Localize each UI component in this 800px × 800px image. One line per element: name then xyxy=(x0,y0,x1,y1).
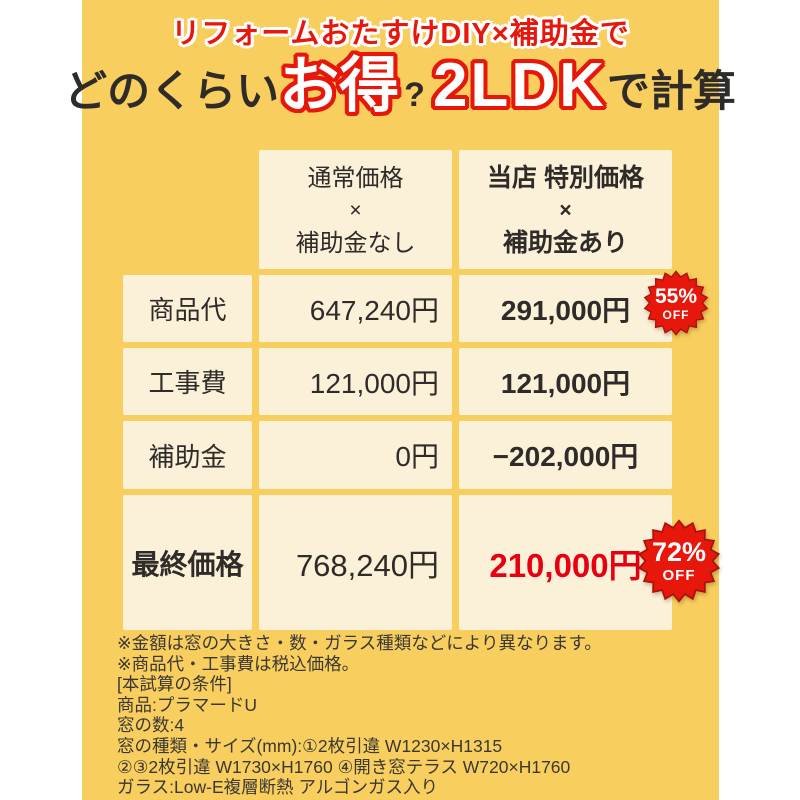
note-line: [本試算の条件] xyxy=(117,674,232,695)
special-price-product-cost: 291,000円 xyxy=(459,275,672,342)
headline-prefix: どのくらい xyxy=(64,68,280,116)
note-line: ※金額は窓の大きさ・数・ガラス種類などにより異なります。 xyxy=(117,633,602,653)
starburst-icon xyxy=(637,519,721,603)
normal-price-final: 768,240円 xyxy=(259,495,452,630)
column-header-normal-price: 通常価格 × 補助金なし xyxy=(259,150,452,269)
discount-badge-55-off: 55% OFF xyxy=(643,270,709,336)
column-header-special-price: 当店 特別価格 × 補助金あり xyxy=(459,150,672,269)
headline-question-mark: ? xyxy=(404,76,425,114)
headline-main: どのくらいお得? 2LDKで計算 xyxy=(0,52,800,136)
conditions-notes: ※金額は窓の大きさ・数・ガラス種類などにより異なります。 ※商品代・工事費は税込… xyxy=(117,633,707,798)
special-price-subsidy: −202,000円 xyxy=(459,421,672,489)
note-line: 窓の数:4 xyxy=(117,715,185,736)
column-header-line: 当店 特別価格 xyxy=(487,163,644,192)
special-price-final: 210,000円 xyxy=(459,495,672,630)
discount-badge-72-off: 72% OFF xyxy=(637,519,721,603)
note-line: ②③2枚引違 W1730×H1760 ④開き窓テラス W720×H1760 xyxy=(117,756,571,777)
note-line: ※商品代・工事費は税込価格。 xyxy=(117,653,360,674)
normal-price-subsidy: 0円 xyxy=(259,421,452,489)
headline-otoku-highlight: お得 xyxy=(279,52,400,119)
multiply-symbol: × xyxy=(559,198,572,222)
special-price-construction-cost: 121,000円 xyxy=(459,348,672,415)
column-header-line: 通常価格 xyxy=(307,164,404,192)
note-line: 窓の種類・サイズ(mm):①2枚引違 W1230×H1315 xyxy=(117,735,503,756)
column-header-line: 補助金なし xyxy=(295,229,416,257)
row-label-final-price: 最終価格 xyxy=(123,495,252,630)
column-header-line: 補助金あり xyxy=(502,228,628,257)
row-label-subsidy: 補助金 xyxy=(123,421,252,489)
multiply-symbol: × xyxy=(349,198,362,222)
normal-price-product-cost: 647,240円 xyxy=(259,275,452,342)
headline-suffix: で計算 xyxy=(606,68,736,116)
price-comparison-table: 通常価格 × 補助金なし 当店 特別価格 × 補助金あり 商品代 647,240… xyxy=(123,150,672,630)
normal-price-construction-cost: 121,000円 xyxy=(259,348,452,415)
badge-off-label: OFF xyxy=(662,307,690,322)
table-corner-cell xyxy=(123,150,252,269)
note-line: ガラス:Low-E複層断熱 アルゴンガス入り xyxy=(117,777,438,798)
badge-percent: 72% xyxy=(651,537,707,567)
row-label-product-cost: 商品代 xyxy=(123,275,252,342)
badge-percent: 55% xyxy=(654,284,698,308)
note-line: 商品:プラマードU xyxy=(117,694,257,715)
badge-off-label: OFF xyxy=(662,567,696,584)
headline-top: リフォームおたすけDIY×補助金で xyxy=(171,18,630,50)
row-label-construction-cost: 工事費 xyxy=(123,348,252,415)
starburst-icon xyxy=(643,270,709,336)
headline-2ldk-highlight: 2LDK xyxy=(432,51,607,120)
